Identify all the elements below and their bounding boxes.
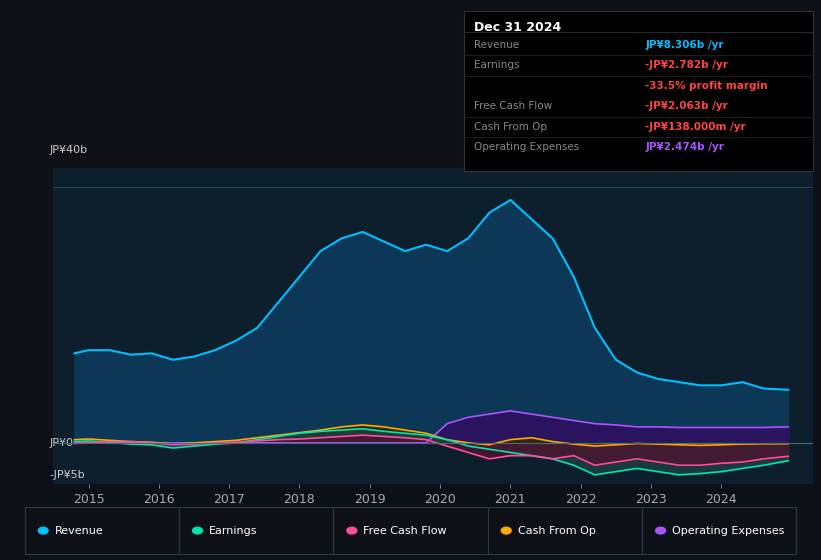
Text: Cash From Op: Cash From Op [474, 122, 547, 132]
Text: -33.5% profit margin: -33.5% profit margin [645, 81, 768, 91]
Text: Operating Expenses: Operating Expenses [474, 142, 579, 152]
Text: Free Cash Flow: Free Cash Flow [474, 101, 552, 111]
Text: Earnings: Earnings [474, 60, 519, 71]
Text: Free Cash Flow: Free Cash Flow [364, 526, 447, 535]
Text: Cash From Op: Cash From Op [518, 526, 595, 535]
Text: JP¥8.306b /yr: JP¥8.306b /yr [645, 40, 724, 50]
Text: Revenue: Revenue [474, 40, 519, 50]
Text: Dec 31 2024: Dec 31 2024 [474, 21, 561, 34]
Text: JP¥2.474b /yr: JP¥2.474b /yr [645, 142, 724, 152]
Text: Earnings: Earnings [209, 526, 258, 535]
Text: JP¥0: JP¥0 [49, 438, 74, 448]
Text: Operating Expenses: Operating Expenses [672, 526, 784, 535]
Text: JP¥40b: JP¥40b [49, 146, 88, 155]
Text: -JP¥5b: -JP¥5b [49, 470, 85, 480]
Text: -JP¥138.000m /yr: -JP¥138.000m /yr [645, 122, 746, 132]
Text: -JP¥2.063b /yr: -JP¥2.063b /yr [645, 101, 728, 111]
Text: Revenue: Revenue [55, 526, 103, 535]
Text: -JP¥2.782b /yr: -JP¥2.782b /yr [645, 60, 728, 71]
